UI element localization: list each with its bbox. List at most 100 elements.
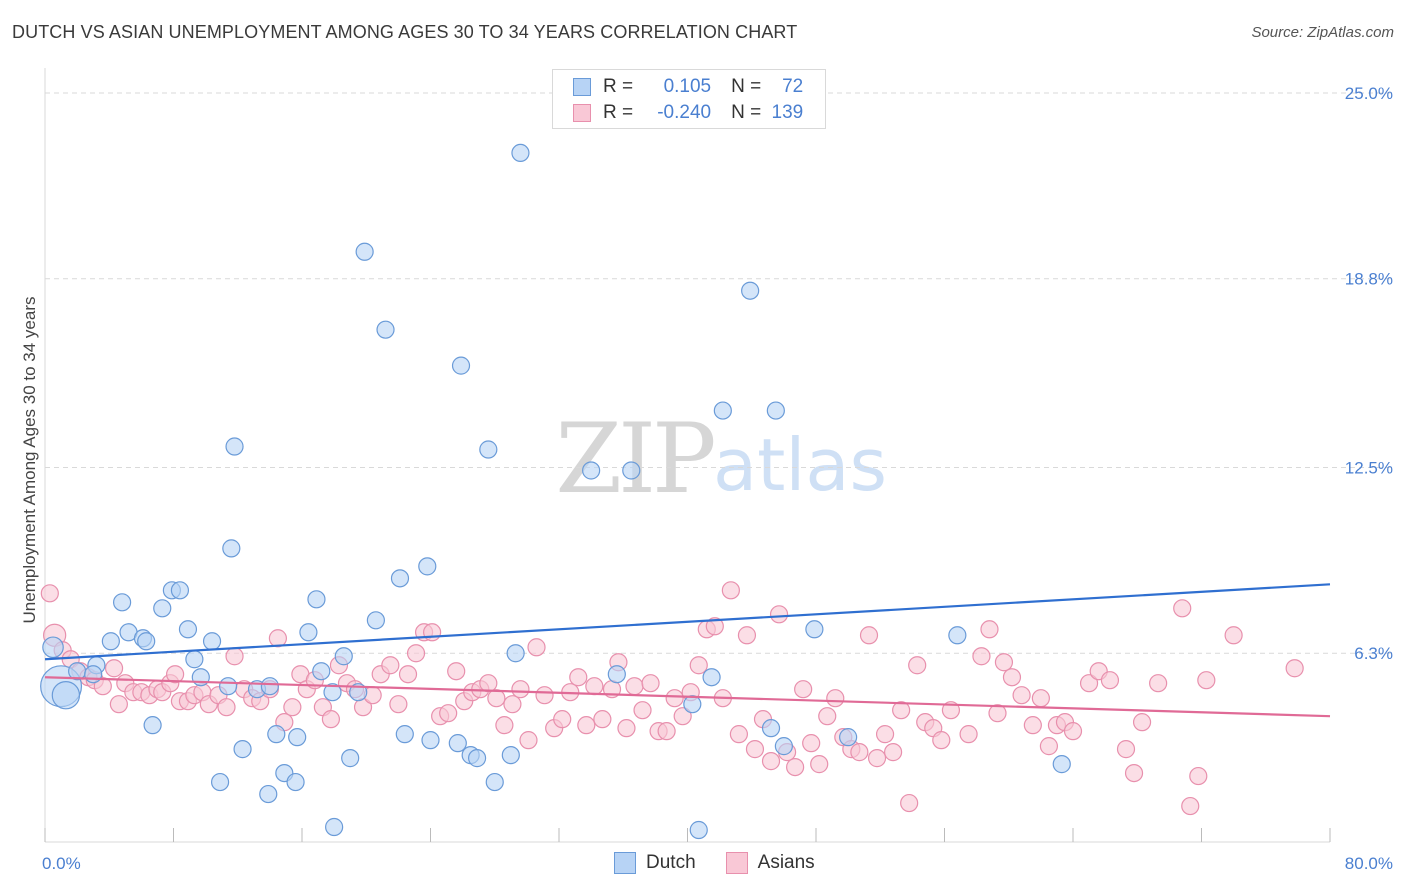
dutch-point (210, 772, 230, 792)
dutch-point (143, 716, 162, 735)
dutch-point (299, 623, 318, 642)
asians-point (535, 686, 554, 705)
asians-point (439, 704, 458, 723)
asians-point (225, 647, 244, 666)
asians-point (109, 695, 128, 714)
asians-legend-label: Asians (757, 852, 815, 873)
dutch-legend-swatch (614, 852, 636, 874)
asians-point (423, 623, 442, 642)
x-tick-label-min: 0.0% (42, 854, 81, 873)
asians-point (617, 719, 636, 738)
dutch-point (774, 737, 793, 756)
asians-point (1197, 671, 1216, 690)
dutch-point (42, 636, 64, 659)
asians-point (1189, 766, 1208, 786)
dutch-point (390, 569, 410, 588)
asians-legend-swatch (725, 852, 748, 874)
dutch-point (366, 611, 385, 630)
dutch-point (51, 680, 81, 710)
dutch-point (713, 401, 732, 420)
asians-point (883, 743, 903, 762)
dutch-point (202, 632, 222, 651)
asians-point (737, 626, 757, 645)
asians-point (1079, 674, 1099, 693)
asians-point (818, 707, 837, 726)
dutch-trend-line (44, 583, 1331, 661)
asians-point (859, 626, 879, 645)
dutch-point (582, 461, 601, 480)
asians-points (40, 581, 1304, 816)
asians-point (519, 731, 538, 750)
dutch-point (307, 590, 326, 609)
dutch-point (288, 728, 307, 747)
asians-point (941, 701, 961, 720)
dutch-point (761, 719, 781, 738)
asians-point (980, 620, 999, 639)
dutch-point (341, 749, 360, 768)
axes (44, 68, 1331, 843)
dutch-point (286, 772, 305, 792)
asians-point (1039, 737, 1059, 756)
asians-point (657, 722, 676, 741)
dutch-point (325, 817, 344, 837)
asians-point (794, 680, 813, 699)
asians-point (867, 749, 887, 768)
asians-point (988, 704, 1007, 723)
asians-point (972, 647, 991, 666)
asians-point (633, 701, 652, 720)
asians-point (705, 617, 724, 636)
asians-point (959, 725, 978, 744)
asians-r-value: -0.240 (657, 102, 712, 123)
chart-title: DUTCH VS ASIAN UNEMPLOYMENT AMONG AGES 3… (12, 22, 798, 42)
asians-point (381, 656, 400, 675)
dutch-point (312, 662, 331, 681)
asians-point (826, 689, 845, 708)
dutch-point (479, 440, 498, 459)
dutch-point (451, 356, 471, 375)
asians-point (875, 725, 895, 744)
asians-point (802, 734, 821, 753)
watermark-atlas: atlas (713, 423, 887, 507)
legend-row-dutch: R = 0.105 N = 72 (573, 75, 803, 99)
dutch-point (355, 242, 374, 261)
dutch-point (741, 281, 760, 300)
asians-point (932, 731, 951, 750)
asians-swatch (573, 104, 591, 122)
asians-point (1116, 740, 1136, 759)
asians-point (553, 710, 572, 729)
asians-point (1132, 713, 1152, 732)
asians-point (1063, 722, 1083, 741)
asians-point (673, 707, 692, 726)
legend-item-dutch: Dutch (614, 852, 696, 874)
dutch-swatch (573, 78, 591, 96)
asians-point (511, 680, 530, 699)
dutch-point (267, 725, 286, 744)
correlation-legend: R = 0.105 N = 72 R = -0.240 N = 139 (552, 69, 826, 129)
asians-point (217, 698, 236, 717)
watermark: ZIP atlas (555, 403, 887, 515)
dutch-point (225, 437, 244, 456)
dutch-point (153, 599, 172, 618)
dutch-point (137, 632, 156, 651)
asians-point (398, 665, 418, 684)
dutch-point (1052, 755, 1071, 774)
dutch-point (839, 728, 858, 747)
source-label: Source: ZipAtlas.com (1251, 24, 1394, 41)
dutch-point (112, 593, 132, 612)
asians-point (569, 668, 588, 687)
dutch-point (622, 461, 641, 480)
dutch-point (421, 731, 440, 750)
dutch-point (376, 320, 395, 339)
dutch-n-value: 72 (782, 76, 804, 97)
asians-point (1023, 716, 1042, 735)
asians-point (1012, 686, 1031, 705)
legend-n-label: N = (731, 76, 762, 97)
asians-point (721, 581, 740, 600)
legend-row-asians: R = -0.240 N = 139 (573, 101, 803, 125)
dutch-point (506, 644, 525, 663)
watermark-zip: ZIP (555, 403, 714, 515)
asians-point (1124, 763, 1144, 783)
dutch-point (84, 665, 103, 684)
grid (45, 92, 1393, 654)
